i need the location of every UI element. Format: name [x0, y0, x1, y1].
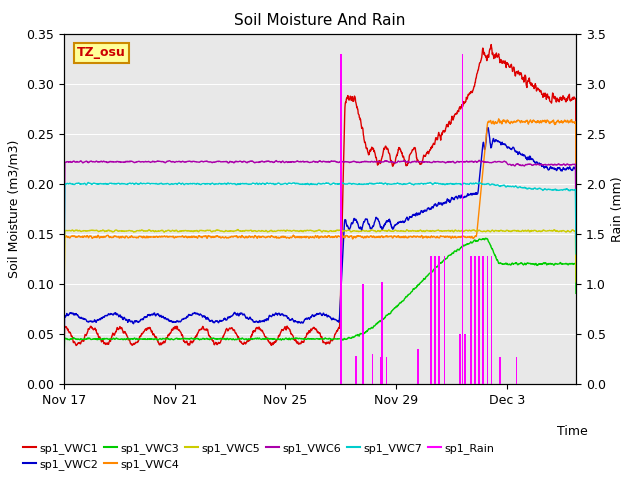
- Bar: [372, 354, 373, 384]
- Bar: [478, 256, 480, 384]
- Legend: sp1_VWC1, sp1_VWC2, sp1_VWC3, sp1_VWC4, sp1_VWC5, sp1_VWC6, sp1_VWC7, sp1_Rain: sp1_VWC1, sp1_VWC2, sp1_VWC3, sp1_VWC4, …: [19, 438, 499, 474]
- Bar: [444, 256, 445, 384]
- Title: Soil Moisture And Rain: Soil Moisture And Rain: [234, 13, 406, 28]
- Y-axis label: Soil Moisture (m3/m3): Soil Moisture (m3/m3): [8, 140, 20, 278]
- Text: TZ_osu: TZ_osu: [77, 47, 125, 60]
- Bar: [499, 357, 500, 384]
- Bar: [491, 256, 492, 384]
- Bar: [470, 256, 472, 384]
- Y-axis label: Rain (mm): Rain (mm): [611, 176, 624, 241]
- Bar: [434, 256, 436, 384]
- Bar: [474, 256, 476, 384]
- Bar: [516, 357, 517, 384]
- Bar: [461, 54, 463, 384]
- Bar: [459, 334, 461, 384]
- Bar: [465, 334, 466, 384]
- Bar: [355, 356, 357, 384]
- Bar: [340, 314, 342, 384]
- Bar: [430, 256, 431, 384]
- Bar: [385, 357, 387, 384]
- Bar: [438, 256, 440, 384]
- Bar: [340, 54, 342, 384]
- Bar: [417, 349, 419, 384]
- Bar: [380, 357, 381, 384]
- Bar: [486, 256, 488, 384]
- Bar: [362, 284, 364, 384]
- Text: Time: Time: [557, 425, 588, 438]
- Bar: [483, 256, 484, 384]
- Bar: [381, 282, 383, 384]
